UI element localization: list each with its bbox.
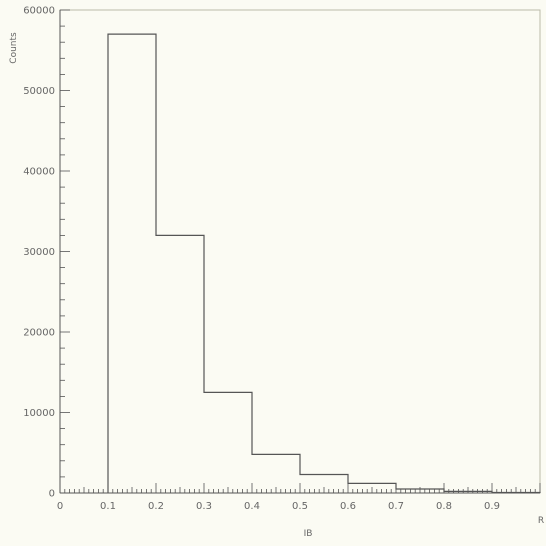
y-axis-title: Counts: [9, 32, 19, 64]
histogram-bar: [204, 392, 252, 493]
plot-frame: [60, 10, 540, 493]
x-axis-end-label: R: [538, 516, 544, 526]
x-axis-title: IB: [304, 529, 313, 539]
tick-labels: 0 0.1 0.2 0.3 0.4 0.5 0.6 0.7 0.8 0.9 0 10000 20000 3…: [23, 6, 500, 513]
x-tick-label: 0.6: [340, 501, 356, 512]
x-tick-label: 0.1: [100, 501, 116, 512]
histogram-bar: [108, 34, 156, 493]
x-tick-label: 0.8: [436, 501, 452, 512]
x-tick-label: 0: [57, 501, 63, 512]
y-tick-label: 60000: [23, 6, 55, 17]
histogram-bar: [156, 235, 204, 493]
x-tick-label: 0.4: [244, 501, 260, 512]
axis-ticks: [60, 10, 540, 493]
y-tick-label: 40000: [23, 167, 55, 178]
y-tick-label: 20000: [23, 328, 55, 339]
y-tick-label: 30000: [23, 247, 55, 258]
x-tick-label: 0.7: [388, 501, 404, 512]
x-tick-label: 0.9: [484, 501, 500, 512]
y-tick-label: 10000: [23, 408, 55, 419]
x-tick-label: 0.2: [148, 501, 164, 512]
y-tick-label: 50000: [23, 86, 55, 97]
x-tick-label: 0.3: [196, 501, 212, 512]
x-tick-label: 0.5: [292, 501, 308, 512]
histogram-bars: [108, 34, 540, 493]
y-tick-label: 0: [49, 489, 55, 500]
histogram-outline: [108, 34, 540, 493]
